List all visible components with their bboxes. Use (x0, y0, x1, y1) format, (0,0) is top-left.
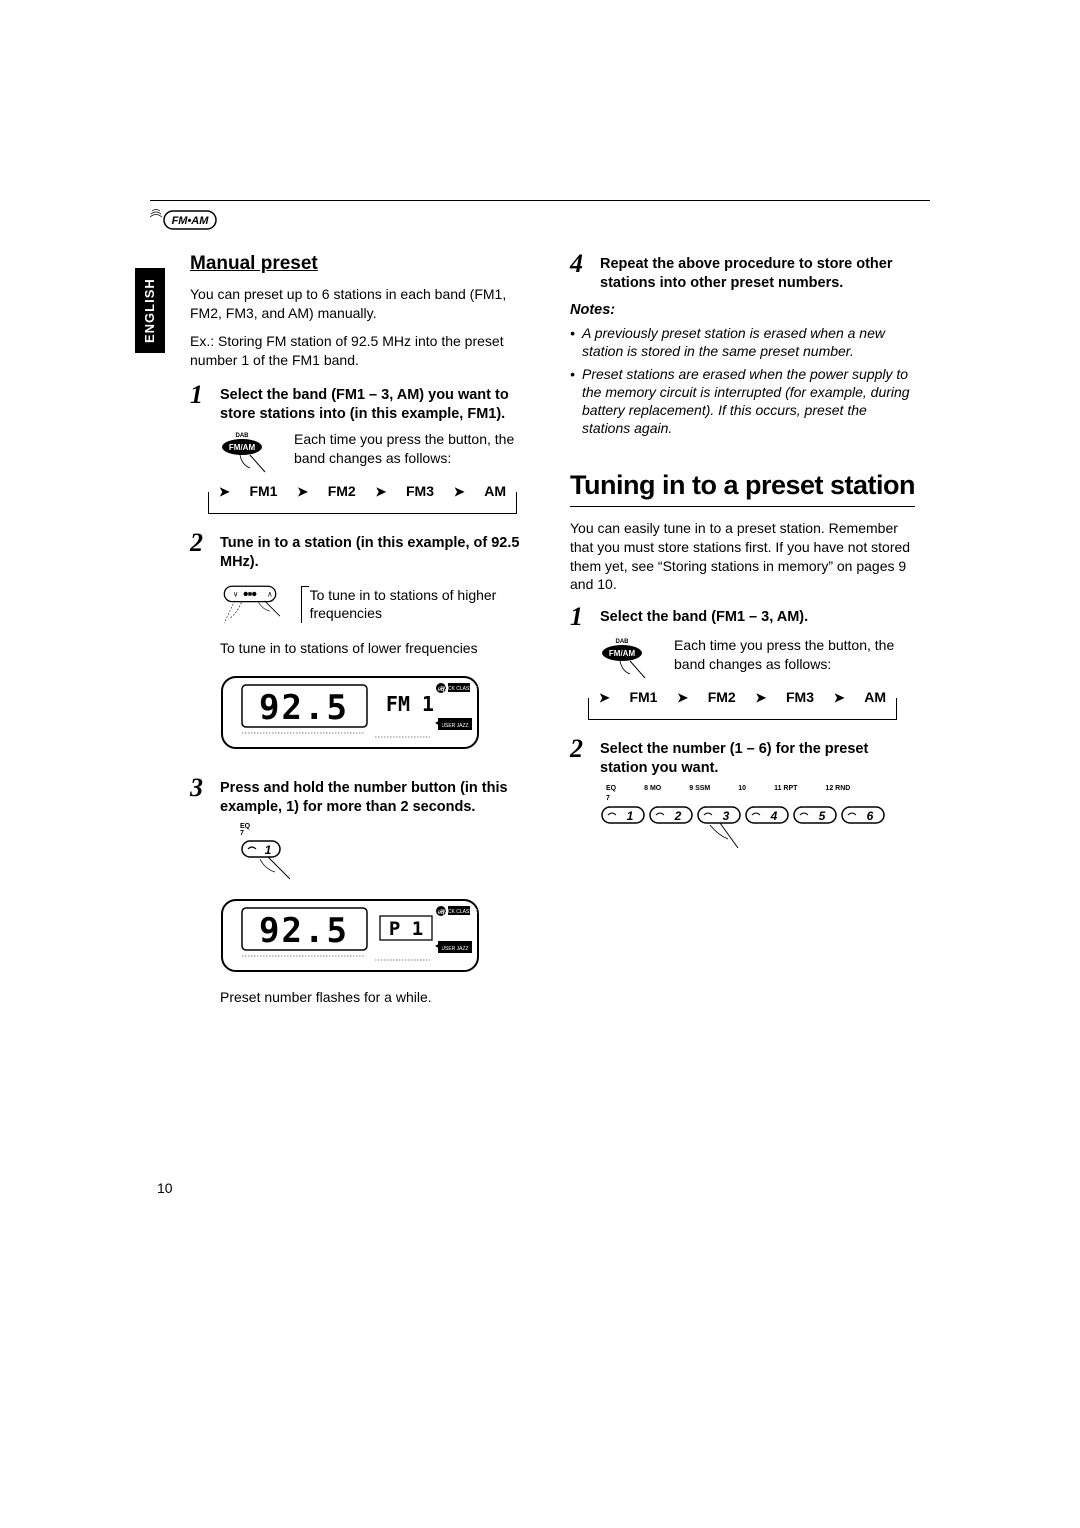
intro-text: You can preset up to 6 stations in each … (190, 285, 535, 323)
radio-display-fm1-icon: 92.5 FM 1 eq ROCK CLASSIC USER JAZZ (220, 675, 480, 750)
preset-buttons-row-icon: 1 2 3 4 5 6 (600, 803, 890, 858)
svg-text:∧: ∧ (267, 589, 273, 598)
tune-button-icon: ∨ ∧ (220, 578, 289, 633)
svg-text:USER JAZZ: USER JAZZ (441, 946, 468, 952)
step-text: Tune in to a station (in this example, o… (220, 530, 535, 572)
svg-text:DAB: DAB (616, 639, 630, 645)
tuning-intro: You can easily tune in to a preset stati… (570, 519, 915, 595)
step-text: Press and hold the number button (in thi… (220, 775, 535, 817)
step-3: 3 Press and hold the number button (in t… (190, 775, 535, 817)
eq-sublabel: 7 (240, 830, 244, 837)
step-number: 4 (570, 251, 590, 277)
svg-text:∨: ∨ (233, 589, 239, 598)
svg-text:2: 2 (674, 809, 682, 823)
preset-top-labels: EQ7 8 MO 9 SSM 10 11 RPT 12 RND (606, 784, 915, 803)
svg-text:1: 1 (265, 843, 272, 857)
preset-flash-caption: Preset number flashes for a while. (220, 988, 535, 1007)
svg-text:6: 6 (867, 809, 874, 823)
radio-display-p1-icon: 92.5 P 1 eq ROCK CLASSIC USER JAZZ (220, 898, 480, 973)
notes-heading: Notes: (570, 301, 915, 321)
notes-list: A previously preset station is erased wh… (570, 324, 915, 437)
tune-lo-text: To tune in to stations of lower frequenc… (220, 639, 535, 658)
svg-text:3: 3 (723, 809, 730, 823)
step-number: 1 (570, 604, 590, 630)
eq-label: EQ (240, 823, 250, 830)
step-number: 2 (190, 530, 210, 556)
step-1: 1 Select the band (FM1 – 3, AM) you want… (190, 382, 535, 424)
svg-text:5: 5 (819, 809, 826, 823)
step-text: Select the band (FM1 – 3, AM). (600, 604, 808, 627)
svg-text:P 1: P 1 (389, 918, 423, 940)
step-text: Select the number (1 – 6) for the preset… (600, 736, 915, 778)
svg-text:ROCK CLASSIC: ROCK CLASSIC (440, 909, 478, 915)
preset-button-1-icon: 1 (240, 837, 310, 887)
svg-text:DAB: DAB (236, 433, 250, 439)
right-column: 4 Repeat the above procedure to store ot… (570, 251, 915, 1021)
example-text: Ex.: Storing FM station of 92.5 MHz into… (190, 332, 535, 370)
left-column: Manual preset You can preset up to 6 sta… (190, 251, 535, 1021)
button-description: Each time you press the button, the band… (674, 636, 915, 674)
svg-text:FM/AM: FM/AM (609, 649, 636, 658)
svg-text:FM/AM: FM/AM (229, 443, 256, 452)
svg-text:1: 1 (627, 809, 634, 823)
note-item: Preset stations are erased when the powe… (570, 365, 915, 438)
fmam-button-icon: DAB FM/AM (220, 430, 280, 478)
note-item: A previously preset station is erased wh… (570, 324, 915, 360)
svg-text:92.5: 92.5 (259, 911, 349, 951)
step-text: Repeat the above procedure to store othe… (600, 251, 915, 293)
button-description: Each time you press the button, the band… (294, 430, 535, 468)
tuning-heading: Tuning in to a preset station (570, 467, 915, 506)
step-2: 2 Tune in to a station (in this example,… (190, 530, 535, 572)
tuning-step-2: 2 Select the number (1 – 6) for the pres… (570, 736, 915, 778)
header-rule-icon: FM•AM (150, 200, 930, 233)
band-cycle-diagram: ➤FM1 ➤FM2 ➤FM3 ➤AM (588, 698, 897, 720)
step-number: 3 (190, 775, 210, 801)
page-number: 10 (157, 1180, 173, 1196)
tune-hi-text: To tune in to stations of higher frequen… (301, 586, 535, 624)
step-text: Select the band (FM1 – 3, AM) you want t… (220, 382, 535, 424)
step-4: 4 Repeat the above procedure to store ot… (570, 251, 915, 293)
svg-text:ROCK CLASSIC: ROCK CLASSIC (440, 686, 478, 692)
fmam-logo-icon: FM•AM (150, 207, 220, 233)
svg-text:FM•AM: FM•AM (172, 215, 210, 227)
fmam-button-icon: DAB FM/AM (600, 636, 660, 684)
tuning-step-1: 1 Select the band (FM1 – 3, AM). (570, 604, 915, 630)
manual-preset-heading: Manual preset (190, 251, 535, 277)
svg-text:USER JAZZ: USER JAZZ (441, 723, 468, 729)
svg-text:4: 4 (770, 809, 778, 823)
page-content: FM•AM Manual preset You can preset up to… (150, 200, 930, 1021)
step-number: 1 (190, 382, 210, 408)
step-number: 2 (570, 736, 590, 762)
svg-text:92.5: 92.5 (259, 688, 349, 728)
band-cycle-diagram: ➤FM1 ➤FM2 ➤FM3 ➤AM (208, 492, 517, 514)
svg-text:FM 1: FM 1 (386, 692, 434, 716)
